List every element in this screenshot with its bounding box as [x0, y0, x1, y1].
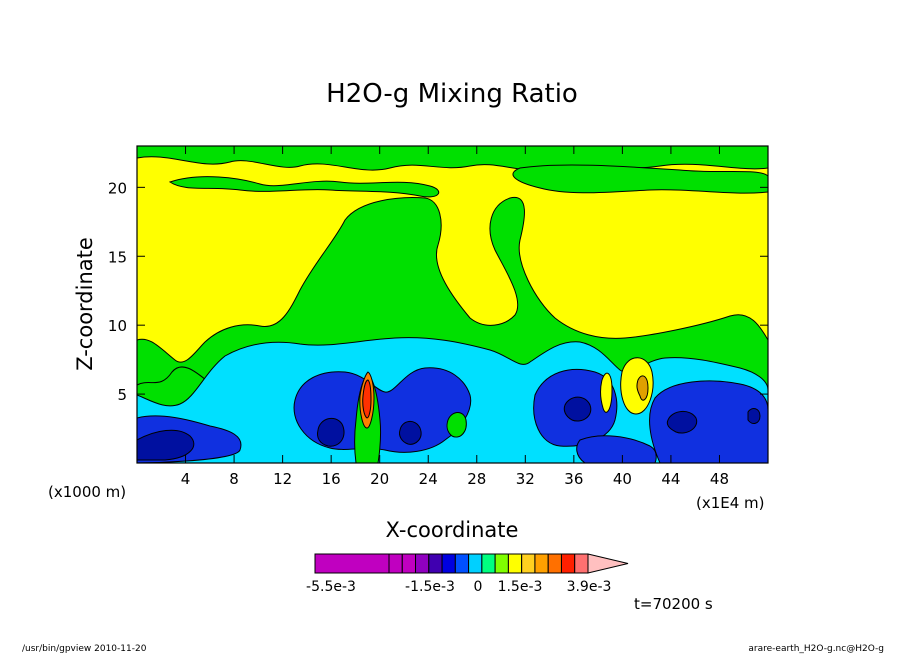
x-tick-label: 36: [564, 470, 583, 488]
x-axis: 4 8 12 16 20 24 28 32 36 40 44 48: [181, 146, 729, 488]
colorbar-swatch: [415, 553, 430, 574]
colorbar-swatch: [560, 553, 576, 574]
region-darkblue-r1: [563, 396, 592, 422]
time-label: t=70200 s: [634, 595, 713, 613]
x-tick-label: 16: [322, 470, 341, 488]
colorbar-overflow-arrow: [587, 553, 629, 574]
region-darkblue-left: [137, 429, 195, 461]
contour-field: [137, 146, 768, 463]
region-green-top: [137, 146, 768, 171]
colorbar-swatch: [314, 553, 390, 574]
colorbar: [314, 553, 629, 574]
x-tick-label: 28: [467, 470, 486, 488]
colorbar-label: 1.5e-3: [498, 579, 543, 595]
x-tick-label: 12: [273, 470, 292, 488]
colorbar-swatch: [401, 553, 417, 574]
x-tick-label: 24: [419, 470, 438, 488]
region-green-band: [168, 176, 440, 198]
colorbar-swatch: [534, 553, 549, 574]
colorbar-swatch: [388, 553, 403, 574]
colorbar-label: -1.5e-3: [405, 579, 455, 595]
x-unit-label: (x1000 m): [48, 483, 126, 501]
colorbar-swatch: [521, 553, 536, 574]
colorbar-swatch: [481, 553, 496, 574]
region-darkblue-r3: [747, 408, 761, 424]
region-yellow-lobe-1: [600, 372, 613, 413]
colorbar-swatch: [574, 553, 589, 574]
colorbar-label: -5.5e-3: [306, 579, 356, 595]
region-darkblue-c1: [317, 417, 345, 447]
plot-frame: [136, 145, 769, 464]
y-tick-label: 15: [108, 248, 127, 266]
y-tick-label: 20: [108, 179, 127, 197]
colorbar-swatch: [494, 553, 509, 574]
colorbar-swatch: [454, 553, 470, 574]
footer-file: arare-earth_H2O-g.nc@H2O-g: [748, 644, 884, 654]
x-tick-label: 40: [613, 470, 632, 488]
colorbar-swatch: [507, 553, 523, 574]
y-tick-label: 5: [117, 386, 127, 404]
region-blue-far-right: [649, 380, 768, 463]
colorbar-swatch: [441, 553, 456, 574]
region-blue-bottom: [576, 435, 657, 463]
region-green-patch: [446, 412, 467, 438]
colorbar-swatch: [428, 553, 443, 574]
x-tick-label: 8: [229, 470, 239, 488]
footer-program: /usr/bin/gpview 2010-11-20: [22, 644, 147, 654]
y-tick-label: 10: [108, 317, 127, 335]
colorbar-swatch: [547, 553, 562, 574]
region-plume-red: [362, 379, 372, 419]
x-tick-label: 20: [370, 470, 389, 488]
colorbar-label: 3.9e-3: [567, 579, 612, 595]
y-axis: 5 10 15 20: [108, 179, 768, 404]
x-scale-label: (x1E4 m): [696, 494, 765, 512]
x-tick-label: 44: [661, 470, 680, 488]
region-green-right: [512, 164, 768, 194]
region-darkblue-c2: [399, 421, 422, 445]
x-tick-label: 4: [181, 470, 191, 488]
region-orange-lobe: [636, 375, 649, 401]
y-axis-label: Z-coordinate: [73, 237, 97, 371]
region-darkblue-r2: [666, 411, 698, 434]
x-tick-label: 32: [516, 470, 535, 488]
chart-title: H2O-g Mixing Ratio: [326, 79, 578, 109]
colorbar-label: 0: [474, 579, 483, 595]
x-tick-label: 48: [710, 470, 729, 488]
colorbar-labels: -5.5e-3 -1.5e-3 0 1.5e-3 3.9e-3: [306, 579, 611, 595]
colorbar-swatch: [468, 553, 483, 574]
x-axis-label: X-coordinate: [386, 518, 519, 542]
